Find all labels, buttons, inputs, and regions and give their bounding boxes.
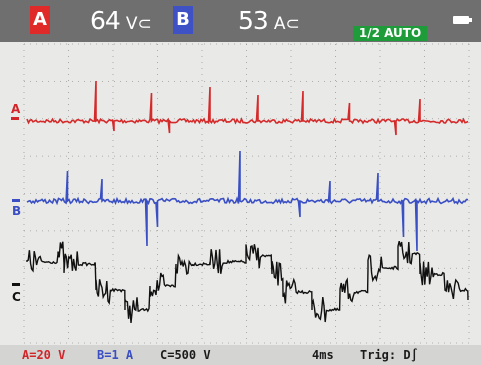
graticule-grid <box>23 43 470 344</box>
channel-a-trace <box>26 80 469 136</box>
battery-icon <box>453 16 472 24</box>
channel-b-scale: B=1 A <box>97 348 134 362</box>
waveform-display <box>0 42 481 345</box>
channel-c-scale: C=500 V <box>160 348 211 362</box>
channel-b-readout: 53 A⊂ <box>238 6 300 36</box>
channel-c-trace <box>26 241 469 323</box>
channel-b-value: 53 <box>238 6 269 35</box>
trigger-readout: Trig: D∫ <box>360 348 418 362</box>
acquisition-mode-badge[interactable]: 1/2 AUTO <box>353 26 427 41</box>
measurement-header: A 64 V⊂ B 53 A⊂ 1/2 AUTO <box>0 0 481 42</box>
channel-b-level-tick[interactable] <box>12 199 20 202</box>
channel-a-unit: V⊂ <box>125 14 152 34</box>
channel-a-scale: A=20 V <box>22 348 66 362</box>
channel-a-badge[interactable]: A <box>30 6 50 34</box>
channel-b-trace <box>26 150 469 252</box>
channel-a-readout: 64 V⊂ <box>90 6 152 36</box>
channel-c-level-tick[interactable] <box>12 283 20 286</box>
channel-b-marker[interactable]: B <box>12 204 22 218</box>
scale-footer: A=20 V B=1 A C=500 V 4ms Trig: D∫ <box>0 345 481 365</box>
channel-a-value: 64 <box>90 6 121 35</box>
channel-a-marker[interactable]: A <box>11 102 21 116</box>
channel-b-badge[interactable]: B <box>173 6 193 34</box>
timebase-readout: 4ms <box>312 348 334 362</box>
channel-a-level-tick[interactable] <box>11 117 19 120</box>
channel-b-unit: A⊂ <box>273 14 300 34</box>
channel-c-marker[interactable]: C <box>12 290 21 304</box>
